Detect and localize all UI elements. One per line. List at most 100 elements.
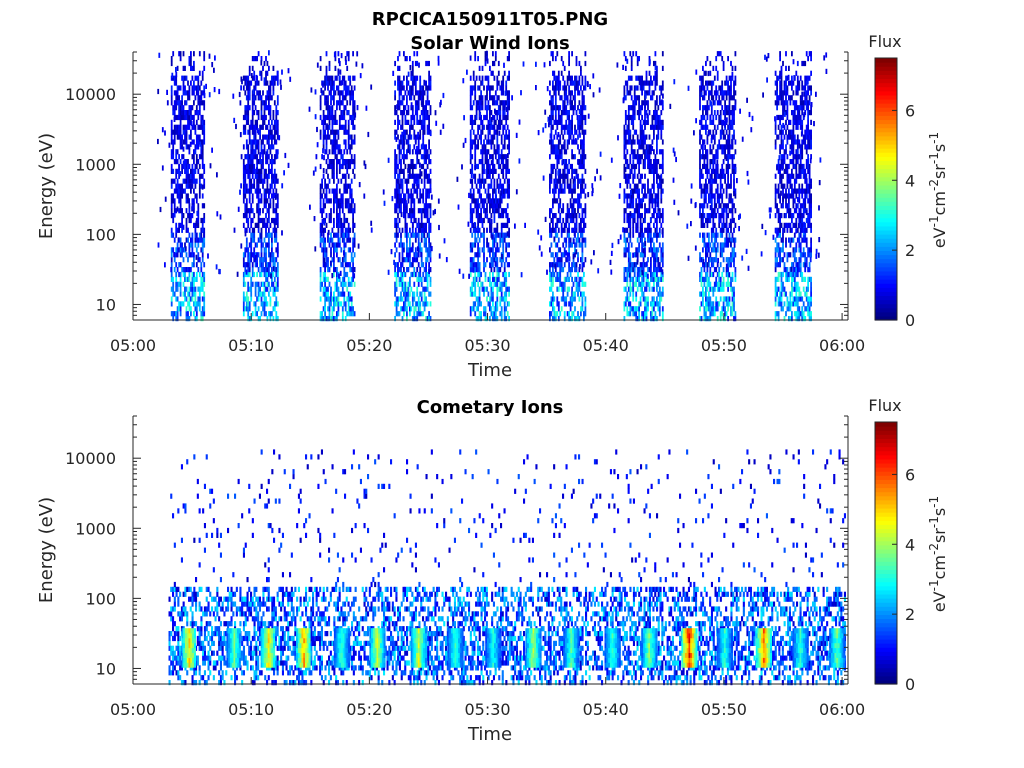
- flux-cell: [572, 178, 575, 184]
- flux-cell: [352, 90, 354, 96]
- flux-cell: [566, 208, 569, 214]
- flux-cell: [632, 114, 635, 121]
- flux-cell: [409, 134, 411, 140]
- flux-cell: [574, 306, 576, 312]
- flux-cell: [423, 149, 426, 155]
- flux-cell: [626, 173, 629, 179]
- flux-cell: [407, 193, 410, 199]
- flux-cell: [578, 163, 581, 170]
- flux-cell: [324, 114, 326, 121]
- flux-cell: [175, 149, 178, 155]
- flux-cell: [319, 100, 322, 106]
- flux-cell: [494, 149, 497, 155]
- flux-cell: [500, 134, 503, 140]
- flux-cell: [566, 95, 569, 101]
- flux-cell: [187, 95, 189, 101]
- flux-cell: [343, 276, 346, 282]
- flux-cell: [492, 198, 494, 204]
- flux-cell: [331, 173, 334, 179]
- flux-cell: [469, 149, 472, 155]
- flux-cell: [410, 247, 413, 253]
- flux-cell: [179, 114, 182, 121]
- flux-cell: [344, 129, 347, 135]
- flux-cell: [273, 276, 276, 282]
- flux-cell: [187, 110, 189, 116]
- flux-cell: [477, 56, 479, 62]
- flux-cell: [268, 237, 270, 243]
- flux-cell: [257, 139, 260, 145]
- flux-cell: [502, 75, 505, 81]
- flux-cell: [486, 149, 488, 155]
- flux-cell: [502, 213, 505, 219]
- flux-cell: [632, 222, 635, 228]
- flux-cell: [425, 144, 427, 150]
- flux-cell: [327, 154, 329, 160]
- flux-cell: [331, 306, 334, 312]
- flux-cell: [497, 208, 500, 214]
- flux-cell: [269, 159, 272, 165]
- flux-cell: [506, 286, 509, 292]
- flux-cell: [623, 173, 626, 179]
- flux-cell: [276, 80, 279, 86]
- flux-cell: [624, 110, 627, 116]
- flux-cell: [422, 154, 425, 160]
- flux-cell: [626, 203, 629, 209]
- flux-cell: [559, 276, 562, 282]
- flux-cell: [334, 114, 337, 121]
- flux-cell: [552, 276, 554, 282]
- flux-cell: [492, 100, 494, 106]
- flux-cell: [467, 221, 470, 227]
- flux-cell: [492, 124, 494, 130]
- flux-cell: [251, 65, 254, 71]
- flux-cell: [407, 134, 410, 140]
- flux-cell: [172, 168, 175, 174]
- flux-cell: [560, 262, 563, 268]
- flux-cell: [352, 75, 354, 81]
- flux-cell: [629, 237, 632, 243]
- flux-cell: [242, 252, 245, 258]
- flux-cell: [269, 222, 272, 228]
- flux-cell: [394, 163, 396, 170]
- flux-cell: [268, 311, 270, 317]
- flux-cell: [395, 110, 398, 116]
- flux-cell: [245, 242, 248, 248]
- flux-cell: [565, 296, 568, 302]
- flux-cell: [505, 154, 508, 160]
- flux-cell: [265, 252, 267, 258]
- flux-cell: [493, 124, 496, 130]
- flux-cell: [188, 291, 191, 297]
- flux-cell: [483, 183, 485, 189]
- flux-cell: [250, 80, 253, 86]
- flux-cell: [469, 271, 472, 278]
- flux-cell: [632, 163, 635, 170]
- flux-cell: [356, 105, 359, 111]
- flux-cell: [401, 85, 404, 91]
- flux-cell: [244, 183, 247, 189]
- flux-cell: [581, 75, 584, 81]
- flux-cell: [158, 52, 161, 58]
- flux-cell: [198, 124, 201, 130]
- flux-cell: [499, 213, 502, 219]
- flux-cell: [338, 95, 341, 101]
- flux-cell: [338, 273, 340, 279]
- flux-cell: [347, 85, 350, 91]
- flux-cell: [559, 117, 562, 123]
- flux-cell: [194, 316, 197, 322]
- flux-cell: [270, 273, 272, 279]
- flux-cell: [244, 306, 247, 312]
- flux-cell: [500, 296, 503, 302]
- flux-cell: [400, 134, 402, 140]
- flux-cell: [474, 114, 477, 121]
- flux-cell: [578, 242, 581, 248]
- flux-cell: [403, 140, 405, 146]
- flux-cell: [490, 198, 493, 204]
- flux-cell: [193, 222, 195, 228]
- flux-cell: [496, 183, 499, 189]
- flux-cell: [245, 119, 248, 125]
- flux-cell: [328, 237, 331, 243]
- flux-cell: [331, 129, 334, 135]
- flux-cell: [328, 163, 331, 170]
- flux-cell: [265, 271, 267, 278]
- flux-cell: [563, 247, 566, 253]
- flux-cell: [494, 154, 497, 160]
